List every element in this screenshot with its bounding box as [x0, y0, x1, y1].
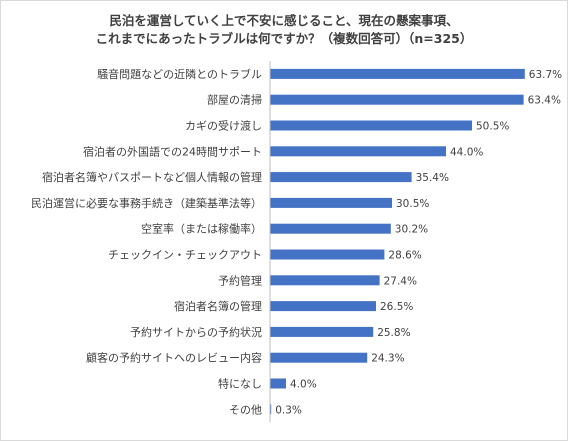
category-label-4: 宿泊者の外国語での24時間サポート — [83, 144, 262, 158]
value-label-12: 24.3% — [371, 353, 404, 365]
value-label-9: 27.4% — [384, 275, 417, 287]
bar-4 — [270, 146, 446, 157]
chart-title-line-1: 民泊を運営していく上で不安に感じること、現在の懸案事項、 — [109, 13, 459, 28]
category-label-5: 宿泊者名簿やパスポートなど個人情報の管理 — [42, 170, 262, 184]
value-label-5: 35.4% — [416, 172, 449, 184]
value-label-13: 4.0% — [290, 379, 317, 391]
category-label-13: 特になし — [218, 377, 262, 391]
category-label-3: カギの受け渡し — [185, 119, 262, 133]
category-label-6: 民泊運営に必要な事務手続き（建築基準法等） — [31, 196, 262, 210]
value-label-11: 25.8% — [377, 327, 410, 339]
value-label-6: 30.5% — [396, 198, 429, 210]
bar-3 — [270, 120, 472, 131]
value-label-1: 63.7% — [529, 69, 562, 81]
category-label-11: 予約サイトからの予約状況 — [130, 325, 262, 339]
bar-10 — [270, 301, 376, 312]
value-label-3: 50.5% — [476, 121, 509, 133]
category-label-9: 予約管理 — [218, 273, 262, 287]
value-label-4: 44.0% — [450, 146, 483, 158]
category-label-14: その他 — [229, 403, 262, 416]
value-label-8: 28.6% — [388, 250, 421, 262]
category-label-12: 顧客の予約サイトへのレビュー内容 — [86, 351, 262, 365]
bar-2 — [270, 94, 524, 105]
chart-title-line-2: これまでにあったトラブルは何ですか？（複数回答可）（n=325） — [95, 31, 473, 46]
category-label-8: チェックイン・チェックアウト — [108, 249, 262, 262]
value-label-10: 26.5% — [380, 301, 413, 313]
bar-9 — [270, 275, 380, 286]
bar-11 — [270, 326, 374, 337]
bar-12 — [270, 352, 368, 363]
bar-1 — [270, 68, 525, 79]
bar-13 — [270, 378, 286, 389]
value-label-7: 30.2% — [395, 224, 428, 236]
bar-8 — [270, 249, 385, 260]
category-label-2: 部屋の清掃 — [207, 93, 262, 107]
category-label-1: 騒音問題などの近隣とのトラブル — [97, 67, 262, 81]
bar-5 — [270, 172, 412, 183]
bar-6 — [270, 197, 392, 208]
bar-7 — [270, 223, 391, 234]
bar-14 — [270, 404, 272, 415]
category-label-10: 宿泊者名簿の管理 — [174, 299, 262, 313]
value-label-2: 63.4% — [528, 95, 561, 107]
category-label-7: 空室率（または稼働率） — [141, 222, 262, 236]
value-label-14: 0.3% — [275, 404, 302, 416]
